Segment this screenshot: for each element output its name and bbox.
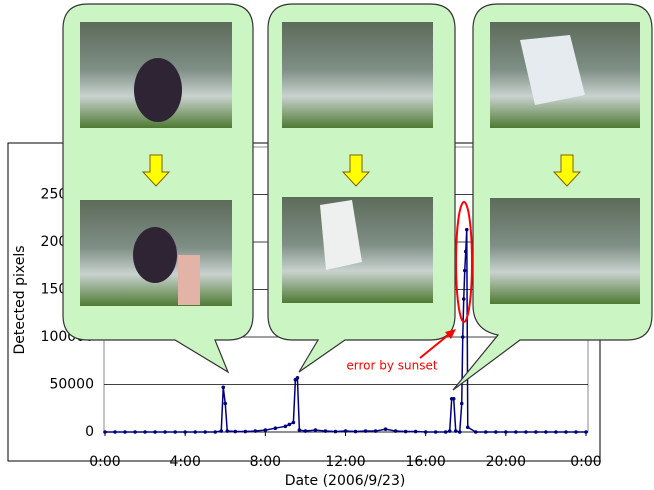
data-point xyxy=(304,429,308,433)
data-point xyxy=(153,430,157,434)
data-point xyxy=(524,430,528,434)
grapes xyxy=(133,227,177,283)
data-point xyxy=(434,430,438,434)
data-point xyxy=(133,430,137,434)
data-point xyxy=(462,297,466,301)
data-point xyxy=(574,430,578,434)
x-tick-label: 0:00 xyxy=(89,454,120,470)
data-point xyxy=(254,429,258,433)
data-point xyxy=(424,430,428,434)
data-point xyxy=(454,429,458,433)
y-tick-label: 0 xyxy=(85,424,94,440)
data-point xyxy=(584,430,588,434)
data-point xyxy=(465,228,469,232)
data-point xyxy=(193,430,197,434)
x-axis-label: Date (2006/9/23) xyxy=(285,473,406,489)
chart: 0500001000001500002000002500000:004:008:… xyxy=(0,0,654,490)
data-point xyxy=(284,425,288,429)
photo xyxy=(282,22,433,128)
data-point xyxy=(163,430,167,434)
data-point xyxy=(384,427,388,431)
data-point xyxy=(364,429,368,433)
data-point xyxy=(374,429,378,433)
data-point xyxy=(504,430,508,434)
data-point xyxy=(225,429,229,433)
data-point xyxy=(213,430,217,434)
data-point xyxy=(354,430,358,434)
data-point xyxy=(296,376,300,380)
x-tick-label: 4:00 xyxy=(169,454,200,470)
data-point xyxy=(460,402,464,406)
x-tick-label: 8:00 xyxy=(250,454,281,470)
data-point xyxy=(233,430,237,434)
data-point xyxy=(554,430,558,434)
data-point xyxy=(404,430,408,434)
data-point xyxy=(183,430,187,434)
data-point xyxy=(494,430,498,434)
data-point xyxy=(221,386,225,390)
data-point xyxy=(324,429,328,433)
data-point xyxy=(274,426,278,430)
y-tick-label: 50000 xyxy=(49,377,94,393)
data-point xyxy=(394,429,398,433)
data-point xyxy=(344,429,348,433)
data-point xyxy=(288,423,292,427)
data-point xyxy=(123,430,127,434)
data-point xyxy=(448,429,452,433)
data-point xyxy=(414,430,418,434)
data-point xyxy=(314,428,318,432)
x-tick-label: 12:00 xyxy=(325,454,365,470)
x-tick-label: 20:00 xyxy=(486,454,526,470)
data-point xyxy=(219,429,223,433)
data-point xyxy=(544,430,548,434)
data-point xyxy=(452,397,456,401)
x-tick-label: 16:00 xyxy=(405,454,445,470)
grapes xyxy=(134,58,182,122)
data-point xyxy=(334,430,338,434)
x-tick-label: 0:00 xyxy=(570,454,601,470)
data-point xyxy=(292,421,296,425)
data-point xyxy=(466,425,470,429)
hand xyxy=(178,255,200,305)
data-point xyxy=(534,430,538,434)
data-point xyxy=(103,430,107,434)
annotation-text: error by sunset xyxy=(346,359,437,373)
photo xyxy=(490,198,640,304)
data-point xyxy=(203,430,207,434)
y-axis-label: Detected pixels xyxy=(12,245,28,354)
data-point xyxy=(484,430,488,434)
data-point xyxy=(474,430,478,434)
data-point xyxy=(514,430,518,434)
data-point xyxy=(463,269,467,273)
data-point xyxy=(564,430,568,434)
data-point xyxy=(298,428,302,432)
data-point xyxy=(444,430,448,434)
data-point xyxy=(223,402,227,406)
data-point xyxy=(143,430,147,434)
data-point xyxy=(243,430,247,434)
data-point xyxy=(458,430,462,434)
data-point xyxy=(173,430,177,434)
data-point xyxy=(464,250,468,254)
data-point xyxy=(461,335,465,339)
data-point xyxy=(113,430,117,434)
data-point xyxy=(264,428,268,432)
